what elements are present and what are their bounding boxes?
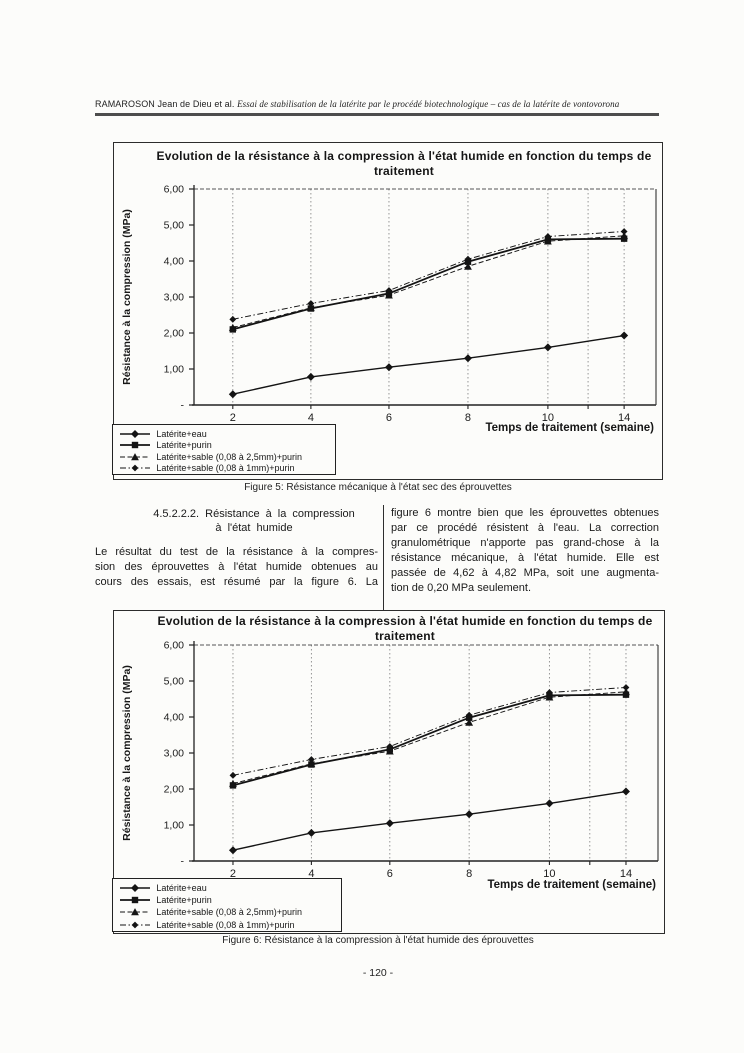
svg-text:1,00: 1,00 bbox=[164, 364, 185, 376]
legend-entry: Latérite+purin bbox=[119, 894, 336, 906]
page-number: - 120 - bbox=[362, 967, 394, 979]
svg-text:4,00: 4,00 bbox=[164, 712, 185, 724]
svg-text:14: 14 bbox=[620, 868, 632, 880]
section-heading-line2: à l'état humide bbox=[215, 521, 293, 534]
diamond-series-marker-icon bbox=[120, 884, 151, 893]
svg-text:3,00: 3,00 bbox=[164, 292, 185, 304]
svg-text:Temps de traitement (semaine): Temps de traitement (semaine) bbox=[485, 422, 654, 434]
section-heading-line1: 4.5.2.2.2. Résistance à la compression bbox=[153, 508, 355, 520]
figure5-legend: Latérite+eau Latérite+purin Latérite+sable… bbox=[112, 424, 337, 475]
legend-entry: Latérite+eau bbox=[119, 882, 336, 894]
svg-text:1,00: 1,00 bbox=[164, 820, 185, 832]
paragraph-line: cours des essais, est résumé par la figu… bbox=[95, 576, 378, 588]
legend-entry: Latérite+sable (0,08 à 1mm)+purin bbox=[119, 919, 336, 931]
legend-label: Latérite+purin bbox=[156, 895, 212, 906]
svg-text:2,00: 2,00 bbox=[164, 784, 185, 796]
paragraph-line: par ce procédé résistent à l'eau. La cor… bbox=[391, 522, 659, 534]
svg-text:4: 4 bbox=[308, 412, 314, 424]
legend-entry: Latérite+sable (0,08 à 2,5mm)+purin bbox=[119, 906, 336, 918]
header-article-title: Essai de stabilisation de la latérite pa… bbox=[237, 99, 620, 109]
svg-text:10: 10 bbox=[543, 868, 555, 880]
diamond-small-series-marker-icon bbox=[120, 921, 151, 929]
svg-text:Temps de traitement (semaine): Temps de traitement (semaine) bbox=[487, 879, 656, 891]
svg-text:14: 14 bbox=[618, 412, 630, 424]
svg-text:2: 2 bbox=[230, 868, 236, 880]
right-column-paragraph: figure 6 montre bien que les éprouvettes… bbox=[391, 506, 659, 596]
square-series-marker-icon bbox=[120, 897, 151, 904]
legend-label: Latérite+sable (0,08 à 2,5mm)+purin bbox=[156, 907, 302, 918]
figure6-caption: Figure 6: Résistance à la compression à … bbox=[222, 935, 534, 946]
paragraph-line: figure 6 montre bien que les éprouvettes… bbox=[391, 507, 659, 519]
svg-text:6,00: 6,00 bbox=[164, 184, 185, 196]
figure5-caption: Figure 5: Résistance mécanique à l'état … bbox=[244, 482, 512, 493]
section-heading: 4.5.2.2.2. Résistance à la compression à… bbox=[130, 508, 378, 535]
legend-label: Latérite+purin bbox=[156, 440, 212, 451]
legend-label: Latérite+sable (0,08 à 2,5mm)+purin bbox=[156, 451, 302, 462]
header-authors: RAMAROSON Jean de Dieu et al. bbox=[95, 99, 238, 109]
svg-text:5,00: 5,00 bbox=[164, 676, 185, 688]
legend-label: Latérite+eau bbox=[156, 883, 207, 894]
paragraph-line: Le résultat du test de la résistance à l… bbox=[95, 546, 378, 558]
svg-text:6,00: 6,00 bbox=[164, 640, 185, 652]
paragraph-line: granulométrique n'apporte pas grand-chos… bbox=[391, 537, 659, 549]
square-series-marker-icon bbox=[120, 442, 151, 449]
svg-text:10: 10 bbox=[542, 412, 554, 424]
svg-text:6: 6 bbox=[387, 868, 393, 880]
column-divider-rule bbox=[383, 505, 384, 612]
figure6-plot-area: 6,00 5,00 4,00 3,00 2,00 1,00 - 2 4 6 8 10 14 Résista… bbox=[121, 640, 659, 891]
svg-text:Résistance à la compression (M: Résistance à la compression (MPa) bbox=[121, 209, 133, 385]
legend-entry: Latérite+purin bbox=[119, 440, 330, 452]
header-rule bbox=[95, 113, 659, 116]
figure5-chart: 6,00 5,00 4,00 3,00 2,00 1,00 - 2 4 6 8 10 14 Résista… bbox=[112, 142, 663, 480]
diamond-small-series-marker-icon bbox=[120, 464, 151, 472]
svg-text:Résistance à la compression (M: Résistance à la compression (MPa) bbox=[121, 665, 133, 841]
figure5-chart-title: Evolution de la résistance à la compress… bbox=[156, 149, 652, 178]
svg-text:8: 8 bbox=[466, 868, 472, 880]
paragraph-line: sion des éprouvettes à l'état humide obt… bbox=[95, 561, 378, 573]
figure6-legend: Latérite+eau Latérite+purin Latérite+sable… bbox=[112, 878, 343, 932]
legend-entry: Latérite+sable (0,08 à 2,5mm)+purin bbox=[119, 451, 330, 463]
svg-text:2: 2 bbox=[230, 412, 236, 424]
paragraph-line: tion de 0,20 MPa seulement. bbox=[391, 582, 532, 594]
legend-entry: Latérite+sable (0,08 à 1mm)+purin bbox=[119, 463, 330, 475]
svg-text:5,00: 5,00 bbox=[164, 220, 185, 232]
left-column-paragraph: Le résultat du test de la résistance à l… bbox=[95, 545, 378, 590]
svg-text:4,00: 4,00 bbox=[164, 256, 185, 268]
legend-label: Latérite+sable (0,08 à 1mm)+purin bbox=[156, 463, 295, 474]
paragraph-line: passée de 4,62 à 4,82 MPa, soit une augm… bbox=[391, 567, 659, 579]
legend-entry: Latérite+eau bbox=[119, 428, 330, 440]
figure5-plot-area: 6,00 5,00 4,00 3,00 2,00 1,00 - 2 4 6 8 10 14 Résista… bbox=[121, 184, 657, 434]
svg-text:4: 4 bbox=[308, 868, 314, 880]
svg-text:-: - bbox=[181, 400, 185, 412]
svg-text:2,00: 2,00 bbox=[164, 328, 185, 340]
figure6-chart: 6,00 5,00 4,00 3,00 2,00 1,00 - 2 4 6 8 10 14 Résista… bbox=[112, 610, 665, 934]
legend-label: Latérite+sable (0,08 à 1mm)+purin bbox=[156, 919, 295, 930]
svg-text:-: - bbox=[181, 856, 185, 868]
svg-text:8: 8 bbox=[465, 412, 471, 424]
triangle-series-marker-icon bbox=[120, 908, 151, 916]
figure6-chart-title: Evolution de la résistance à la compress… bbox=[157, 614, 653, 643]
svg-text:6: 6 bbox=[386, 412, 392, 424]
paragraph-line: résistance mécanique, à l'état humide. E… bbox=[391, 552, 659, 564]
diamond-series-marker-icon bbox=[120, 429, 151, 438]
svg-text:3,00: 3,00 bbox=[164, 748, 185, 760]
running-header: RAMAROSON Jean de Dieu et al. Essai de s… bbox=[95, 99, 661, 109]
triangle-series-marker-icon bbox=[120, 452, 151, 461]
legend-label: Latérite+eau bbox=[156, 428, 207, 439]
